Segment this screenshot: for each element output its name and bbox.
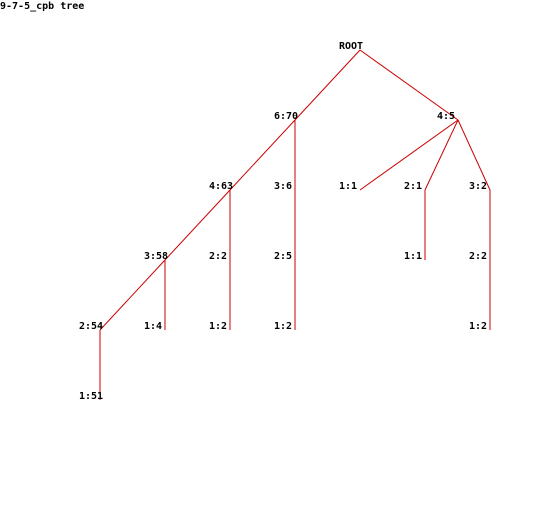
tree-edge-3-58-to-2-54	[99, 259, 166, 331]
tree-node-label: ROOT	[339, 41, 363, 52]
tree-node-label: 3:6	[274, 181, 292, 192]
tree-node-label: 1:2	[469, 321, 487, 332]
tree-node-label: 1:51	[79, 391, 103, 402]
tree-edge-root-to-4-5	[359, 49, 459, 121]
tree-node-label: 3:2	[469, 181, 487, 192]
tree-node-label: 2:54	[79, 321, 103, 332]
tree-node-label: 4:63	[209, 181, 233, 192]
tree-node-label: 2:5	[274, 251, 292, 262]
tree-node-label: 1:2	[209, 321, 227, 332]
tree-node-label: 1:2	[274, 321, 292, 332]
tree-edge-4-5-to-2-1	[424, 119, 459, 191]
tree-node-label: 1:1	[339, 181, 357, 192]
tree-edge-4-5-to-1-1	[359, 119, 459, 191]
diagram-title: 9-7-5_cpb tree	[0, 1, 84, 12]
tree-edge-6-70-to-4-63	[229, 119, 296, 191]
tree-edge-root-to-6-70	[294, 49, 361, 121]
tree-node-label: 6:70	[274, 111, 298, 122]
tree-node-label: 1:4	[144, 321, 162, 332]
tree-node-label: 2:2	[469, 251, 487, 262]
tree-node-label: 1:1	[404, 251, 422, 262]
tree-node-label: 2:1	[404, 181, 422, 192]
tree-node-label: 4:5	[437, 111, 455, 122]
tree-node-label: 2:2	[209, 251, 227, 262]
tree-node-label: 3:58	[144, 251, 168, 262]
tree-edge-4-5-to-3-2	[457, 119, 491, 191]
tree-edges	[99, 49, 491, 400]
tree-edge-4-63-to-3-58	[164, 189, 231, 261]
tree-nodes: ROOT 6:70 4:5 4:63 3:6 1:1 2:1 3:2 3:58 2:2 2:5 1:1…	[79, 41, 487, 402]
